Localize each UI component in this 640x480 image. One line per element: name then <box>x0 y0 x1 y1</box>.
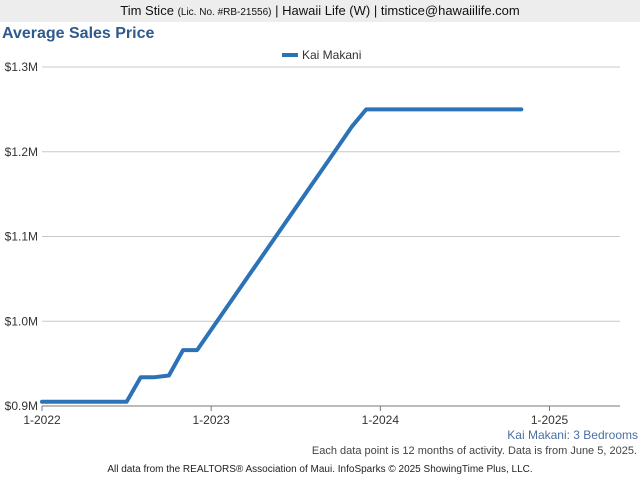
series-line-kai-makani <box>40 107 524 404</box>
chart-title: Average Sales Price <box>2 25 155 42</box>
gridlines <box>42 66 620 322</box>
x-axis: 1-2022 1-2023 1-2024 1-2025 <box>23 405 620 427</box>
x-tick-label: 1-2024 <box>362 413 400 427</box>
y-tick-label: $0.9M <box>5 399 38 413</box>
footer-credit: All data from the REALTORS® Association … <box>107 464 533 475</box>
data-note: Each data point is 12 months of activity… <box>311 445 637 457</box>
agent-name: Tim Stice <box>120 3 174 18</box>
y-tick-label: $1.2M <box>5 145 38 159</box>
y-tick-label: $1.0M <box>5 314 38 328</box>
y-tick-label: $1.3M <box>5 60 38 74</box>
x-tick-label: 1-2022 <box>23 413 61 427</box>
series-layer <box>40 107 524 404</box>
y-axis: $0.9M $1.0M $1.1M $1.2M $1.3M <box>5 60 38 413</box>
legend: Kai Makani <box>282 48 361 62</box>
agent-contact: | Hawaii Life (W) | timstice@hawaiilife.… <box>275 3 520 18</box>
x-tick-label: 1-2025 <box>531 413 569 427</box>
x-tick-label: 1-2023 <box>192 413 230 427</box>
legend-label: Kai Makani <box>302 48 361 62</box>
header-bar: Tim Stice (Lic. No. #RB-21556) | Hawaii … <box>0 0 640 22</box>
y-tick-label: $1.1M <box>5 230 38 244</box>
chart-subtitle: Kai Makani: 3 Bedrooms <box>507 428 638 442</box>
license-number: (Lic. No. #RB-21556) <box>177 7 272 18</box>
